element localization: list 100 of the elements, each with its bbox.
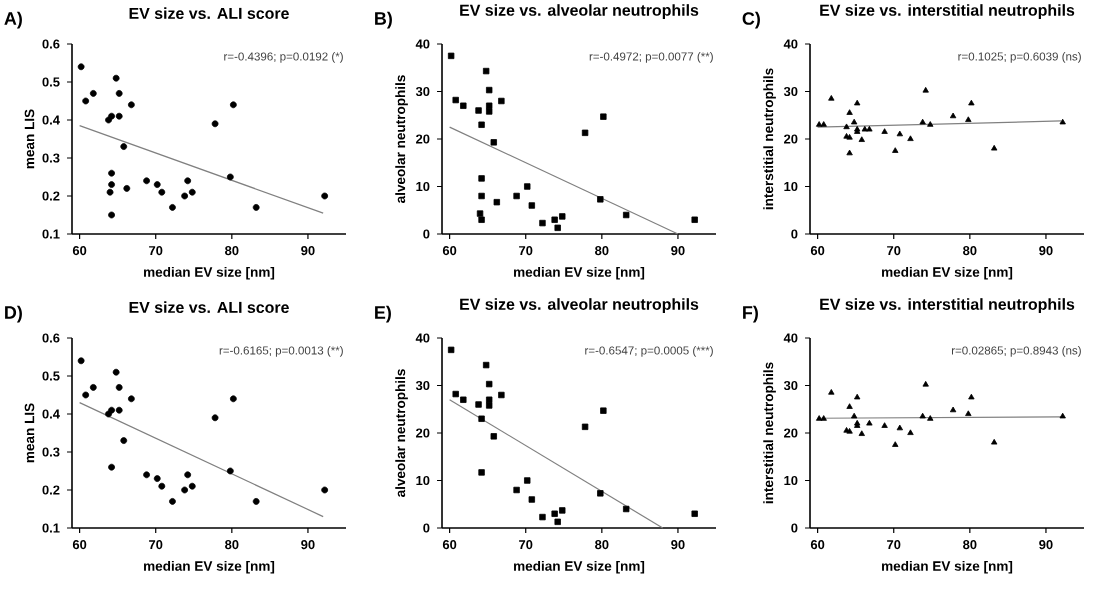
point: [77, 357, 85, 365]
point: [815, 415, 823, 421]
point: [815, 121, 823, 127]
point: [158, 188, 166, 196]
point: [169, 204, 176, 211]
point: [919, 412, 926, 419]
point: [597, 196, 604, 203]
point: [158, 482, 166, 490]
point: [559, 507, 566, 514]
point: [476, 210, 484, 217]
point: [820, 415, 827, 421]
point: [866, 125, 873, 132]
point: [858, 430, 865, 436]
point: [321, 486, 329, 494]
point: [1059, 118, 1066, 125]
point: [581, 423, 589, 431]
text: E): [375, 305, 391, 323]
point: [127, 395, 135, 403]
point: [478, 192, 485, 200]
point: [854, 393, 861, 400]
point: [554, 518, 561, 526]
point: [252, 498, 260, 505]
point: [447, 346, 455, 354]
point: [513, 192, 520, 200]
point: [493, 198, 500, 206]
point: [850, 412, 858, 419]
point: [482, 361, 490, 369]
text: D): [5, 305, 22, 323]
point: [551, 216, 558, 223]
point: [524, 477, 531, 484]
point: [498, 97, 505, 105]
point: [581, 129, 589, 137]
point: [82, 97, 90, 105]
point: [115, 90, 123, 97]
point: [460, 396, 467, 403]
point: [991, 144, 998, 151]
point: [77, 63, 85, 71]
point: [181, 486, 189, 494]
point: [927, 121, 934, 127]
text: C): [742, 11, 760, 29]
point: [112, 368, 120, 376]
point: [486, 108, 493, 115]
point: [858, 136, 865, 142]
point: [965, 410, 972, 416]
point: [846, 149, 853, 156]
point: [475, 401, 482, 408]
point: [623, 505, 630, 513]
point: [252, 204, 260, 211]
point: [188, 188, 196, 196]
point: [184, 177, 192, 185]
point: [927, 415, 934, 421]
point: [968, 99, 975, 106]
point: [482, 67, 490, 75]
point: [108, 463, 115, 471]
point: [226, 173, 234, 181]
point: [211, 120, 219, 128]
point: [143, 177, 150, 185]
point: [854, 99, 861, 106]
point: [486, 402, 493, 409]
point: [229, 395, 237, 403]
point: [850, 118, 858, 125]
point: [89, 90, 97, 97]
point: [486, 380, 493, 388]
point: [478, 121, 485, 128]
point: [922, 380, 929, 387]
point: [181, 192, 189, 200]
point: [478, 469, 485, 476]
point: [896, 424, 903, 431]
point: [554, 224, 561, 232]
point: [524, 183, 531, 190]
point: [115, 112, 123, 120]
point: [623, 211, 630, 219]
point: [949, 112, 957, 119]
point: [112, 74, 120, 82]
point: [82, 391, 90, 399]
point: [452, 96, 459, 104]
point: [896, 130, 903, 137]
point: [486, 396, 493, 403]
point: [229, 101, 237, 109]
point: [108, 211, 115, 219]
point: [597, 490, 604, 497]
point: [846, 427, 853, 434]
point: [478, 415, 485, 422]
point: [108, 112, 115, 120]
point: [211, 414, 219, 422]
point: [321, 192, 329, 200]
point: [123, 185, 131, 192]
point: [991, 438, 998, 445]
point: [447, 52, 455, 60]
text: F): [743, 305, 758, 323]
point: [153, 475, 161, 482]
point: [108, 181, 115, 188]
point: [539, 513, 546, 521]
point: [1059, 412, 1066, 419]
point: [600, 407, 607, 414]
point: [486, 86, 493, 94]
point: [513, 486, 520, 494]
point: [528, 496, 535, 503]
point: [919, 118, 926, 125]
point: [486, 102, 493, 109]
